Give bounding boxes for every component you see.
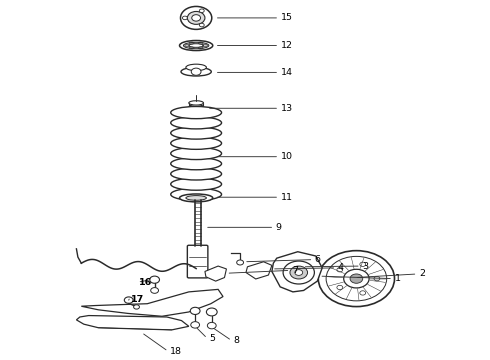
Text: 7: 7 — [292, 266, 298, 275]
Circle shape — [199, 23, 204, 27]
Text: 14: 14 — [281, 68, 293, 77]
Ellipse shape — [179, 41, 213, 50]
Circle shape — [191, 68, 201, 75]
Text: 17: 17 — [131, 294, 144, 303]
Circle shape — [150, 276, 159, 283]
Ellipse shape — [171, 178, 221, 190]
Ellipse shape — [171, 127, 221, 139]
Ellipse shape — [189, 104, 203, 111]
Circle shape — [374, 276, 380, 281]
Text: 10: 10 — [281, 152, 293, 161]
Text: 4: 4 — [338, 264, 344, 273]
Circle shape — [180, 6, 212, 30]
Circle shape — [343, 269, 369, 288]
Ellipse shape — [183, 42, 209, 49]
Text: 3: 3 — [362, 262, 368, 271]
Circle shape — [283, 261, 315, 284]
Circle shape — [199, 9, 204, 13]
Text: 1: 1 — [394, 274, 400, 283]
Ellipse shape — [186, 64, 206, 71]
Circle shape — [206, 308, 217, 316]
Ellipse shape — [171, 137, 221, 149]
Text: 13: 13 — [281, 104, 293, 113]
Text: 18: 18 — [170, 347, 182, 356]
Circle shape — [190, 307, 200, 315]
Circle shape — [151, 288, 159, 293]
Ellipse shape — [181, 67, 211, 76]
Circle shape — [187, 12, 205, 24]
Polygon shape — [76, 316, 189, 330]
Circle shape — [295, 270, 303, 275]
Text: 16: 16 — [139, 278, 152, 287]
Text: 6: 6 — [315, 255, 321, 264]
Circle shape — [350, 274, 363, 283]
Circle shape — [192, 15, 200, 21]
Ellipse shape — [171, 188, 221, 201]
Circle shape — [182, 16, 187, 20]
Ellipse shape — [171, 168, 221, 180]
Ellipse shape — [189, 101, 203, 105]
Ellipse shape — [186, 195, 206, 200]
Text: 2: 2 — [419, 269, 425, 278]
Text: 15: 15 — [281, 13, 293, 22]
Circle shape — [337, 285, 343, 290]
Circle shape — [337, 267, 343, 272]
Polygon shape — [246, 262, 272, 279]
Text: 11: 11 — [281, 193, 293, 202]
Polygon shape — [272, 252, 322, 292]
Circle shape — [207, 322, 216, 329]
Ellipse shape — [171, 158, 221, 170]
Text: 9: 9 — [276, 223, 282, 232]
Text: 8: 8 — [233, 336, 239, 345]
Ellipse shape — [171, 117, 221, 129]
Polygon shape — [81, 289, 223, 316]
Circle shape — [318, 251, 394, 307]
Ellipse shape — [171, 107, 221, 119]
Circle shape — [360, 262, 366, 266]
Circle shape — [134, 305, 140, 309]
Circle shape — [237, 260, 244, 265]
Circle shape — [191, 321, 199, 328]
Ellipse shape — [189, 44, 203, 47]
Text: 5: 5 — [209, 334, 215, 343]
Circle shape — [360, 291, 366, 295]
Circle shape — [124, 297, 133, 303]
Text: 12: 12 — [281, 41, 293, 50]
Polygon shape — [205, 266, 226, 281]
FancyBboxPatch shape — [187, 245, 208, 278]
Circle shape — [290, 266, 308, 279]
Ellipse shape — [171, 147, 221, 159]
Ellipse shape — [179, 194, 213, 202]
